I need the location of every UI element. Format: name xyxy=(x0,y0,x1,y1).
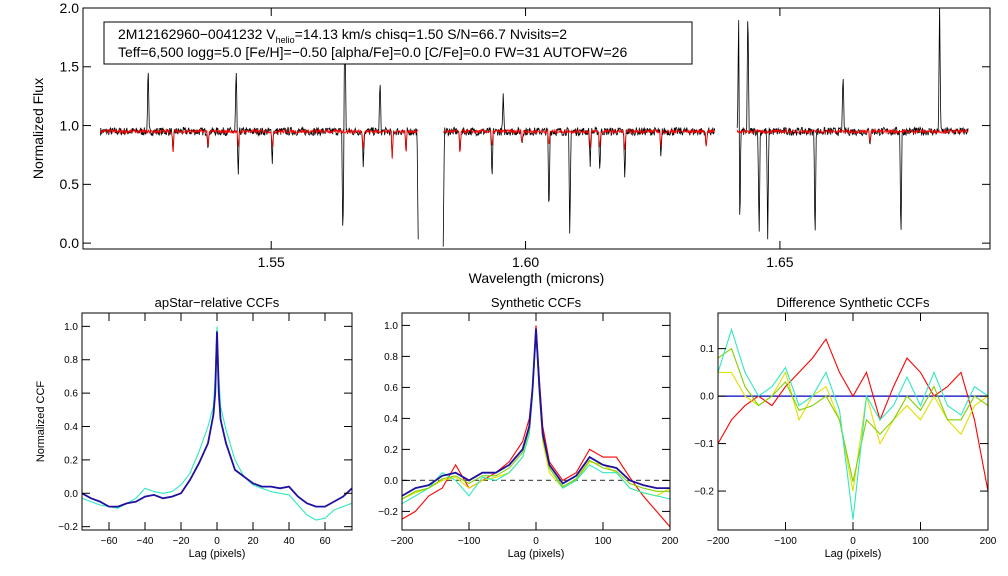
plot-frame xyxy=(717,312,989,531)
y-tick-label: 1.5 xyxy=(60,59,80,75)
y-tick-label: 0.2 xyxy=(64,455,78,466)
green-ccf-line xyxy=(402,331,670,500)
y-tick-label: 0.0 xyxy=(60,235,80,251)
y-tick-label: 1.0 xyxy=(64,322,78,333)
y-tick-label: 0.0 xyxy=(64,489,78,500)
x-tick-label: −100 xyxy=(774,536,797,547)
x-tick-label: 40 xyxy=(283,536,295,547)
model-spectrum-segment-0 xyxy=(99,128,419,159)
x-tick-label: 100 xyxy=(595,536,612,547)
x-tick-label: −20 xyxy=(173,536,190,547)
model-spectrum-segment-2 xyxy=(736,128,969,143)
star-id-velocity: 2M12162960−0041232 V xyxy=(118,26,276,42)
x-tick-label: −200 xyxy=(391,536,414,547)
plot-area xyxy=(99,8,969,247)
y-tick-label: 1.0 xyxy=(384,321,398,332)
x-tick-label: 0 xyxy=(850,536,856,547)
x-tick-label: 1.60 xyxy=(512,254,539,270)
cyan-ccf-line xyxy=(718,327,988,520)
y-tick-label: −0.2 xyxy=(378,507,398,518)
plot-frame xyxy=(82,7,991,250)
y-tick-label: 0.2 xyxy=(384,445,398,456)
y-tick-label: −0.2 xyxy=(58,522,78,533)
y-tick-label: 0.0 xyxy=(700,392,714,403)
plot-frame xyxy=(401,312,671,531)
y-axis-label: Normalized CCF xyxy=(35,381,47,463)
navy-ccf-line xyxy=(82,331,352,508)
panel-title: Synthetic CCFs xyxy=(491,295,582,310)
x-tick-label: 60 xyxy=(319,536,331,547)
plot-area xyxy=(402,325,670,528)
annotation-line-1: 2M12162960−0041232 Vhelio=14.13 km/s chi… xyxy=(118,26,567,45)
spectrum-panel: 1.55 1.60 1.65 0.0 0.5 1.0 1.5 2.0 Wavelength (m… xyxy=(30,0,991,286)
difference-panel: −200 −100 0 100 200 −0.2 −0.1 0.0 0.1 Lag (pixels… xyxy=(694,295,997,560)
y-tick-label: 0.6 xyxy=(64,389,78,400)
x-tick-label: −200 xyxy=(707,536,730,547)
green-ccf-line xyxy=(718,347,988,482)
y-tick-label: 0.4 xyxy=(384,414,398,425)
fit-stats: =14.13 km/s chisq=1.50 S/N=66.7 Nvisits=… xyxy=(295,26,568,42)
plot-area xyxy=(718,327,988,520)
y-tick-label: 0.6 xyxy=(384,383,398,394)
x-axis-label: Lag (pixels) xyxy=(189,548,246,560)
y-tick-label: 0.8 xyxy=(64,355,78,366)
model-spectrum-segment-1 xyxy=(443,128,715,153)
y-tick-label: 0.1 xyxy=(700,344,714,355)
y-tick-label: 0.0 xyxy=(384,476,398,487)
yellow-ccf-line xyxy=(402,333,670,500)
y-tick-label: 2.0 xyxy=(60,0,80,16)
x-axis-label: Lag (pixels) xyxy=(825,548,882,560)
x-tick-label: 20 xyxy=(247,536,259,547)
velocity-subscript: helio xyxy=(276,35,295,45)
y-axis-label: Normalized Flux xyxy=(30,78,46,179)
observed-spectrum-segment-2 xyxy=(736,8,969,240)
panel-title: Difference Synthetic CCFs xyxy=(777,295,930,310)
x-tick-label: 1.65 xyxy=(766,254,793,270)
navy-ccf-line xyxy=(402,328,670,497)
synthetic-panel: −200 −100 0 100 200 −0.2 0.0 0.2 0.4 0.6 0.8 1.0 Lag… xyxy=(378,295,679,560)
panel-title: apStar−relative CCFs xyxy=(155,295,280,310)
x-tick-label: −100 xyxy=(458,536,481,547)
x-tick-label: 100 xyxy=(912,536,929,547)
cyan-ccf-line xyxy=(82,326,352,521)
x-tick-label: 0 xyxy=(214,536,220,547)
apstar-panel: −60 −40 −20 0 20 40 60 −0.2 0.0 0.2 0.4 0.6 0.8 1.0 La… xyxy=(35,295,353,560)
x-tick-label: −40 xyxy=(137,536,154,547)
x-tick-label: 1.55 xyxy=(258,254,285,270)
x-tick-label: 200 xyxy=(662,536,679,547)
x-tick-label: 200 xyxy=(980,536,997,547)
plot-area xyxy=(82,326,352,521)
red-ccf-line xyxy=(402,325,670,528)
y-tick-label: 0.8 xyxy=(384,352,398,363)
y-tick-label: 0.5 xyxy=(60,176,80,192)
x-tick-label: 0 xyxy=(533,536,539,547)
x-axis-label: Lag (pixels) xyxy=(508,548,565,560)
y-tick-label: −0.2 xyxy=(694,487,714,498)
observed-spectrum-segment-1 xyxy=(442,93,716,247)
red-ccf-line xyxy=(718,337,988,492)
annotation-line-2: Teff=6,500 logg=5.0 [Fe/H]=−0.50 [alpha/… xyxy=(118,44,627,60)
yellow-ccf-line xyxy=(718,370,988,492)
x-tick-label: −60 xyxy=(101,536,118,547)
annotation-box xyxy=(103,21,693,65)
y-tick-label: 0.4 xyxy=(64,422,78,433)
y-tick-label: −0.1 xyxy=(694,439,714,450)
y-tick-label: 1.0 xyxy=(60,117,80,133)
x-axis-label: Wavelength (microns) xyxy=(469,270,605,286)
